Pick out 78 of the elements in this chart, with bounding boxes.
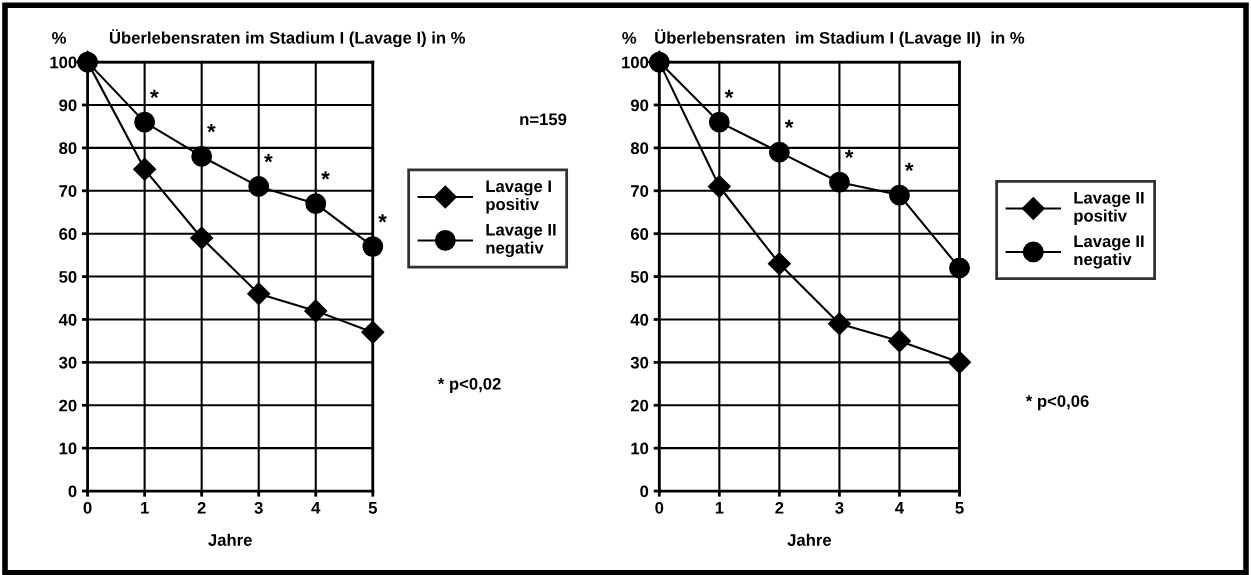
- point: [887, 329, 911, 353]
- x-tick-label: 2: [775, 501, 784, 514]
- y-tick-label: 30: [630, 356, 649, 369]
- point: [362, 236, 384, 257]
- y-tick-label: 30: [59, 356, 77, 369]
- y-tick-label: 60: [630, 228, 649, 240]
- y-tick-label: 10: [59, 442, 77, 455]
- y-tick-label: 40: [58, 313, 77, 326]
- x-tick-label: 5: [955, 502, 964, 514]
- legend-label: Lavage II negativ: [486, 224, 556, 258]
- point: [949, 257, 970, 279]
- y-axis-title: %: [622, 32, 637, 44]
- x-tick-label: 1: [141, 502, 149, 514]
- x-tick-label: 0: [655, 501, 664, 514]
- x-tick-label: 3: [835, 501, 844, 514]
- y-tick-label: 70: [59, 185, 77, 197]
- y-tick-label: 90: [630, 99, 649, 112]
- point: [191, 146, 213, 167]
- x-tick-label: 2: [197, 501, 206, 514]
- x-tick-label: 4: [311, 502, 321, 514]
- annotation: *: [321, 171, 330, 180]
- annotation: *: [150, 89, 159, 99]
- legend-label: Lavage II positiv: [1074, 192, 1144, 225]
- point: [708, 111, 730, 133]
- annotation: *: [724, 89, 734, 99]
- point: [304, 299, 328, 323]
- y-tick-label: 0: [640, 485, 649, 498]
- point: [707, 174, 731, 198]
- point: [948, 350, 972, 374]
- point: [768, 141, 790, 163]
- point: [305, 193, 327, 215]
- annotation: *: [844, 149, 854, 159]
- point: [827, 312, 851, 336]
- annotation: *: [784, 119, 794, 129]
- y-tick-label: 80: [630, 142, 649, 155]
- legend-label: Lavage I positiv: [486, 180, 551, 214]
- y-tick-label: 20: [59, 399, 77, 412]
- point: [889, 184, 910, 206]
- chart-title: Überlebensraten im Stadium I (Lavage II) in %: [655, 29, 1025, 48]
- y-tick-label: 60: [59, 228, 77, 240]
- annotation: *: [904, 162, 914, 171]
- point: [77, 51, 98, 73]
- x-tick-label: 0: [83, 501, 92, 514]
- point: [190, 226, 214, 250]
- y-tick-label: 90: [59, 99, 77, 112]
- point: [134, 111, 156, 133]
- legend-label: Lavage II negativ: [1074, 235, 1144, 269]
- chart-title: Überlebensraten im Stadium I (Lavage I) in %: [109, 29, 466, 48]
- y-tick-label: 100: [50, 56, 77, 69]
- x-axis-title: Jahre: [787, 533, 832, 546]
- x-axis-title: Jahre: [208, 533, 252, 546]
- y-tick-label: 0: [68, 485, 77, 498]
- point: [133, 157, 157, 181]
- y-tick-label: 40: [630, 313, 649, 326]
- y-tick-label: 50: [630, 270, 649, 283]
- y-tick-label: 20: [630, 399, 649, 412]
- point: [247, 282, 271, 306]
- x-tick-label: 4: [895, 502, 905, 514]
- point: [829, 171, 850, 193]
- point: [767, 252, 791, 276]
- y-tick-label: 70: [631, 185, 649, 197]
- annotation: *: [378, 214, 387, 223]
- text: * p<0,02: [437, 377, 501, 394]
- point: [361, 320, 385, 344]
- y-axis-title: %: [52, 32, 67, 44]
- y-tick-label: 100: [622, 56, 649, 69]
- x-tick-label: 3: [254, 501, 263, 514]
- annotation: *: [207, 124, 216, 133]
- x-tick-label: 1: [715, 502, 724, 514]
- point: [248, 176, 270, 197]
- x-tick-label: 5: [368, 502, 377, 514]
- y-tick-label: 80: [59, 142, 77, 155]
- text: * p<0,06: [1025, 395, 1089, 411]
- point: [648, 51, 670, 73]
- y-tick-label: 10: [631, 442, 649, 455]
- annotation: *: [264, 154, 273, 163]
- y-tick-label: 50: [59, 270, 77, 283]
- text: n=159: [520, 113, 567, 126]
